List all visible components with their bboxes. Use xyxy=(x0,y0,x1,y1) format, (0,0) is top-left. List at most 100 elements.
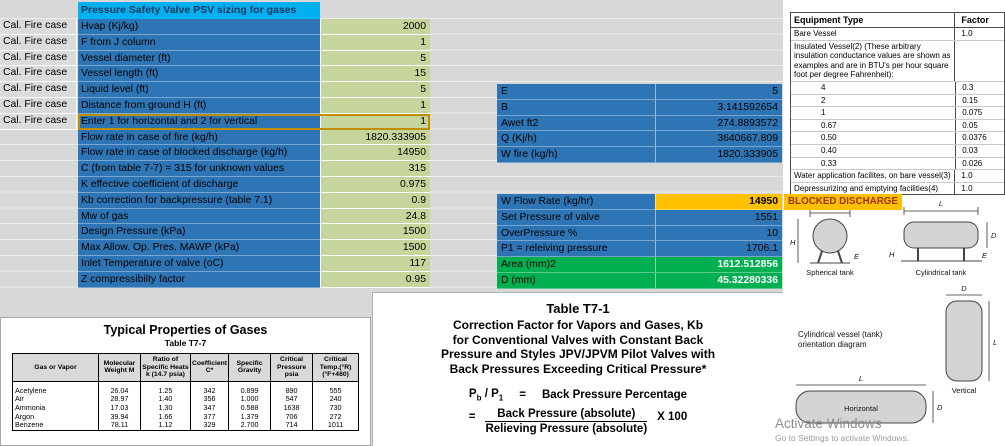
result-value-cell[interactable]: 1706.1 xyxy=(655,241,782,258)
fire-case-cell[interactable]: Cal. Fire case xyxy=(0,82,77,98)
input-label-cell[interactable]: Inlet Temperature of valve (oC) xyxy=(78,255,320,272)
equipment-table-row: Bare Vessel 1.0 xyxy=(791,28,1004,41)
input-label-cell[interactable]: Vessel diameter (ft) xyxy=(78,50,320,67)
result-value-cell[interactable]: 45.32280336 xyxy=(655,272,782,289)
input-label-cell[interactable]: K effective coefficient of discharge xyxy=(78,176,320,193)
calc-label-cell[interactable]: W fire (kg/h) xyxy=(497,147,655,163)
fire-case-cell[interactable]: Cal. Fire case xyxy=(0,19,77,35)
pressure-fraction: Back Pressure (absolute) Relieving Press… xyxy=(485,408,648,435)
input-value-cell[interactable]: 315 xyxy=(320,161,430,177)
input-value-cell[interactable]: 1500 xyxy=(320,240,430,256)
dim-d-label: D xyxy=(991,231,997,240)
result-label-cell[interactable]: Area (mm)2 xyxy=(497,257,655,273)
equipment-table-body: Bare Vessel 1.0 Insulated Vessel(2) (The… xyxy=(791,28,1004,195)
result-value-cell[interactable]: 14950 xyxy=(655,194,782,210)
input-label-cell[interactable]: Design Pressure (kPa) xyxy=(78,224,320,241)
input-value-cell[interactable]: 0.9 xyxy=(320,192,430,209)
coefficient-header: Coefficient C* xyxy=(189,353,230,382)
fire-case-cell[interactable]: Cal. Fire case xyxy=(0,113,77,130)
gas-coeff-cell: 329 xyxy=(189,420,230,431)
result-label-cell[interactable]: Set Pressure of valve xyxy=(497,209,655,226)
input-value-cell[interactable]: 0.95 xyxy=(320,271,430,288)
sizing-result-block: W Flow Rate (kg/hr) 14950 Set Pressure o… xyxy=(497,194,782,289)
input-value-cell[interactable]: 0.975 xyxy=(320,176,430,193)
equipment-table-row: 2 0.15 xyxy=(791,94,1004,108)
gas-header: Gas or Vapor xyxy=(11,353,99,382)
gas-tc-cell: 240 xyxy=(312,395,360,404)
gases-properties-panel: Typical Properties of Gases Table T7-7 G… xyxy=(0,317,371,446)
calc-value-cell[interactable]: 3640667.809 xyxy=(655,131,782,148)
input-value-cell[interactable]: 14950 xyxy=(320,145,430,162)
input-value-cell[interactable]: 1500 xyxy=(320,224,430,241)
input-value-cell[interactable]: 1 xyxy=(320,34,430,51)
input-value-cell[interactable]: 15 xyxy=(320,66,430,83)
input-label-cell[interactable]: C (from table 7-7) = 315 for unknown val… xyxy=(78,161,320,177)
input-label-cell[interactable]: Vessel length (ft) xyxy=(78,66,320,83)
gas-mw-cell: 26.04 xyxy=(97,381,141,396)
result-value-cell[interactable]: 10 xyxy=(655,225,782,242)
input-value-cell[interactable]: 5 xyxy=(320,50,430,67)
calc-label-cell[interactable]: Q (Kj/h) xyxy=(497,131,655,148)
equipment-name-cell: 4 xyxy=(821,82,826,92)
t71-subtitle-line: Back Pressures Exceeding Critical Pressu… xyxy=(449,361,707,376)
input-label-cell[interactable]: Max Allow. Op. Pres. MAWP (kPa) xyxy=(78,240,320,256)
dim-d-label: D xyxy=(937,403,943,412)
result-label-cell[interactable]: P1 = releiving pressure xyxy=(497,241,655,258)
input-label-cell[interactable]: Enter 1 for horizontal and 2 for vertica… xyxy=(78,113,320,130)
input-row: Design Pressure (kPa) 1500 xyxy=(78,224,430,241)
specific-gravity-header: Specific Gravity xyxy=(228,353,272,382)
input-label-cell[interactable]: Liquid level (ft) xyxy=(78,82,320,98)
input-label-cell[interactable]: Mw of gas xyxy=(78,208,320,225)
input-value-cell[interactable]: 117 xyxy=(320,255,430,272)
input-label-cell[interactable]: Kb correction for backpressure (table 7.… xyxy=(78,192,320,209)
calc-value-cell[interactable]: 274.8893572 xyxy=(655,115,782,132)
input-label-cell[interactable]: F from J column xyxy=(78,34,320,51)
vertical-vessel-diagram: D L xyxy=(945,284,997,382)
t71-subtitle-line: Correction Factor for Vapors and Gases, … xyxy=(452,318,704,332)
result-value-cell[interactable]: 1612.512856 xyxy=(655,257,782,273)
calc-value-cell[interactable]: 3.141592654 xyxy=(655,99,782,116)
molecular-weight-header: Molecular Weight M xyxy=(97,353,141,382)
calc-label-cell[interactable]: E xyxy=(497,84,655,100)
dim-e-label: E xyxy=(854,252,860,261)
gas-row: Ammonia 17.03 1.30 347 0.588 1638 730 xyxy=(11,403,360,413)
equipment-name-cell: 0.50 xyxy=(821,133,837,143)
calc-value-cell[interactable]: 1820.333905 xyxy=(655,147,782,163)
result-label-cell[interactable]: OverPressure % xyxy=(497,225,655,242)
calc-value-cell[interactable]: 5 xyxy=(655,84,782,100)
input-label-cell[interactable]: Flow rate in case of fire (kg/h) xyxy=(78,129,320,146)
gas-ratio-cell: 1.25 xyxy=(139,381,191,396)
result-label-cell[interactable]: D (mm) xyxy=(497,272,655,289)
input-value-cell[interactable]: 1820.333905 xyxy=(320,129,430,146)
input-label-cell[interactable]: Hvap (Kj/kg) xyxy=(78,19,320,35)
sheet-title-cell[interactable]: Pressure Safety Valve PSV sizing for gas… xyxy=(78,2,320,19)
specific-heats-header: Ratio of Specific Heats k (14.7 psia) xyxy=(139,353,191,382)
input-value-cell[interactable]: 1 xyxy=(320,113,430,130)
fire-case-cell[interactable]: Cal. Fire case xyxy=(0,50,77,67)
input-value-cell[interactable]: 5 xyxy=(320,82,430,98)
gas-sg-cell: 0.899 xyxy=(228,381,272,396)
result-value-cell[interactable]: 1551 xyxy=(655,209,782,226)
critical-pressure-header: Critical Pressure psia xyxy=(270,353,314,382)
input-value-cell[interactable]: 2000 xyxy=(320,19,430,35)
fire-case-cell[interactable]: Cal. Fire case xyxy=(0,66,77,83)
input-label-cell[interactable]: Flow rate in case of blocked discharge (… xyxy=(78,145,320,162)
equipment-factor-cell: 0.3 xyxy=(955,81,1004,94)
fire-case-cell[interactable]: Cal. Fire case xyxy=(0,34,77,51)
input-value-cell[interactable]: 1 xyxy=(320,97,430,114)
input-row: Flow rate in case of blocked discharge (… xyxy=(78,145,430,162)
input-rows: Hvap (Kj/kg) 2000 F from J column 1 Vess… xyxy=(78,19,430,288)
equipment-factor-cell: 0.075 xyxy=(955,107,1004,119)
input-label-cell[interactable]: Distance from ground H (ft) xyxy=(78,97,320,114)
cylindrical-tank-diagram: L D H E xyxy=(889,199,997,262)
equals-sign: = xyxy=(468,411,476,424)
calc-label-cell[interactable]: B xyxy=(497,99,655,116)
input-label-cell[interactable]: Z compressibilty factor xyxy=(78,271,320,288)
result-label-cell[interactable]: W Flow Rate (kg/hr) xyxy=(497,194,655,210)
gas-tc-cell: 1011 xyxy=(312,420,360,431)
calc-label-cell[interactable]: Awet ft2 xyxy=(497,115,655,132)
input-value-cell[interactable]: 24.8 xyxy=(320,208,430,225)
fire-case-cell[interactable]: Cal. Fire case xyxy=(0,97,77,114)
equipment-table-row: 0.33 0.026 xyxy=(791,157,1004,171)
input-row: Liquid level (ft) 5 xyxy=(78,82,430,98)
